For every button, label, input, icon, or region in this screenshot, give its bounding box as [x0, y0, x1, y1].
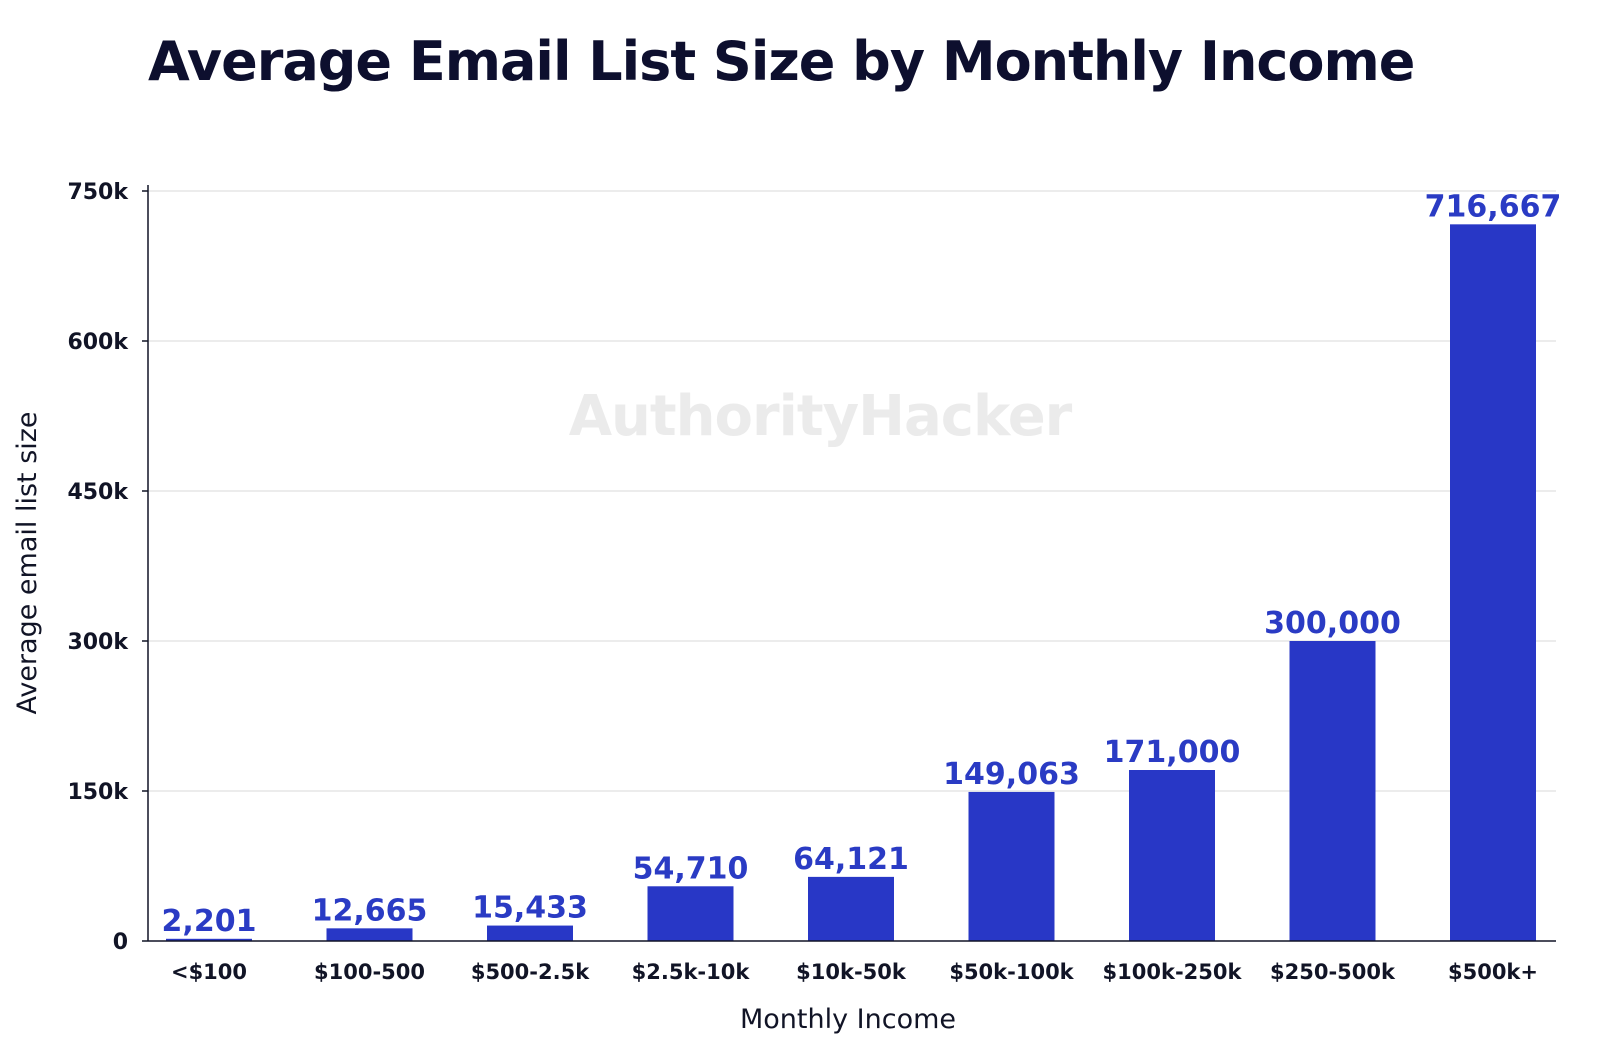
category-label: $50k-100k [949, 960, 1074, 984]
y-axis-ticks: 0 150k 300k 450k 600k 750k [67, 180, 148, 955]
y-tick-label: 150k [67, 780, 129, 805]
bar [487, 926, 573, 941]
category-label: $100-500 [314, 960, 425, 984]
data-label: 149,063 [943, 757, 1080, 792]
y-tick-label: 0 [113, 930, 128, 955]
x-axis-categories: <$100 $100-500 $500-2.5k $2.5k-10k $10k-50k $… [171, 960, 1538, 984]
category-label: $500k+ [1448, 960, 1538, 984]
data-label: 64,121 [793, 842, 909, 877]
data-label: 12,665 [312, 893, 428, 928]
y-tick-label: 750k [67, 180, 129, 205]
y-tick-label: 600k [67, 330, 129, 355]
watermark-logo: AuthorityHacker [569, 384, 1073, 449]
bar [808, 877, 894, 941]
category-label: $500-2.5k [471, 960, 590, 984]
data-label: 300,000 [1264, 606, 1401, 641]
category-label: $100k-250k [1103, 960, 1243, 984]
bar [969, 792, 1055, 941]
category-label: $10k-50k [796, 960, 907, 984]
data-label: 171,000 [1104, 735, 1241, 770]
bar [1290, 641, 1376, 941]
y-tick-label: 450k [67, 480, 129, 505]
x-axis-title: Monthly Income [740, 1004, 956, 1035]
category-label: $2.5k-10k [632, 960, 751, 984]
data-label: 2,201 [162, 904, 257, 939]
data-label: 54,710 [633, 851, 749, 886]
category-label: <$100 [171, 960, 247, 984]
bar [1129, 770, 1215, 941]
category-label: $250-500k [1270, 960, 1396, 984]
y-axis-title: Average email list size [12, 411, 43, 714]
data-label: 716,667 [1425, 189, 1562, 224]
y-tick-label: 300k [67, 630, 129, 655]
bar [1450, 224, 1536, 941]
bars [166, 224, 1536, 941]
bar [327, 928, 413, 941]
data-label: 15,433 [472, 891, 588, 926]
bar [648, 886, 734, 941]
